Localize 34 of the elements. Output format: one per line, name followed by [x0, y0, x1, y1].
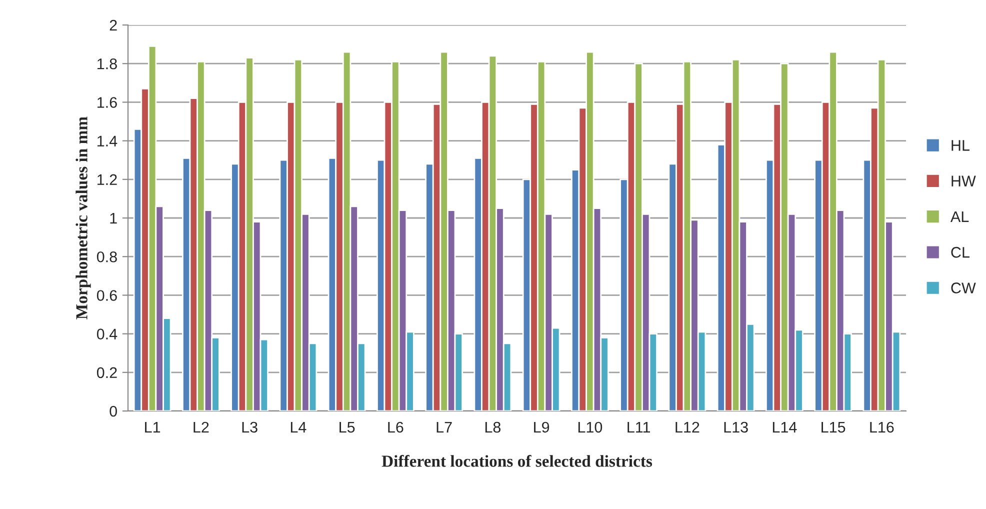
y-tick-label: 0.8 — [96, 251, 117, 262]
y-tick-label: 1 — [110, 213, 117, 224]
y-tick-label: 0.6 — [96, 290, 117, 301]
y-tick-label: 0 — [110, 406, 117, 417]
x-tick-label: L3 — [242, 422, 258, 433]
x-tick-label: L1 — [145, 422, 160, 432]
x-tick-label: L15 — [822, 422, 846, 433]
y-tick-label: 1.4 — [98, 136, 118, 146]
x-tick-label: L9 — [534, 422, 550, 433]
x-tick-label: L14 — [772, 422, 797, 432]
x-tick-label: L5 — [340, 422, 355, 433]
x-tick-label: L11 — [628, 422, 650, 432]
x-tick-label: L12 — [676, 422, 700, 432]
legend-label: HW — [952, 176, 976, 186]
y-axis-title: Morphometric values in mm — [76, 116, 91, 320]
legend-label: CL — [951, 246, 970, 258]
y-tick-label: 2 — [110, 20, 117, 31]
x-tick-label: L4 — [290, 422, 306, 432]
legend-label: HL — [952, 140, 970, 151]
y-tick-label: 1.6 — [98, 97, 117, 108]
y-tick-label: 0.2 — [96, 367, 117, 378]
legend-label: AL — [950, 211, 969, 222]
x-tick-label: L7 — [436, 422, 452, 432]
x-tick-label: L6 — [388, 422, 404, 433]
y-tick-label: 0.4 — [96, 328, 118, 340]
legend-label: CW — [951, 282, 976, 294]
x-tick-label: L2 — [194, 422, 209, 432]
y-tick-label: 1.2 — [98, 174, 117, 185]
x-tick-label: L16 — [870, 422, 894, 433]
y-tick-label: 1.8 — [98, 58, 117, 70]
x-axis-title: Different locations of selected districts — [382, 454, 652, 467]
x-tick-label: L10 — [578, 422, 602, 433]
x-tick-label: L13 — [724, 422, 748, 433]
x-tick-label: L8 — [485, 422, 501, 433]
